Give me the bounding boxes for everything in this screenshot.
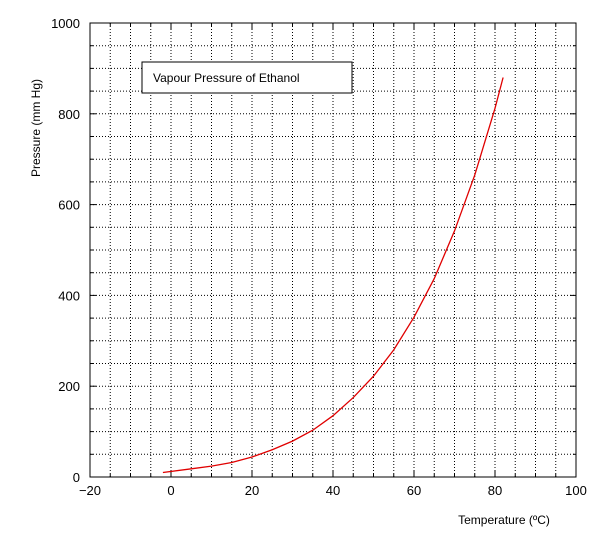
y-tick-label: 200	[58, 379, 80, 394]
axis-ticks	[89, 22, 577, 478]
legend-box	[141, 61, 353, 94]
legend: Vapour Pressure of Ethanol	[141, 61, 353, 94]
grid	[90, 23, 576, 477]
x-tick-label: 40	[326, 483, 340, 498]
y-tick-label: 1000	[51, 16, 80, 31]
y-tick-label: 0	[73, 470, 80, 485]
x-tick-label: 20	[245, 483, 259, 498]
x-tick-labels: −20 0 20 40 60 80 100	[79, 483, 587, 498]
y-axis-title: Pressure (mm Hg)	[29, 79, 43, 177]
x-axis-title: Temperature (ºC)	[458, 513, 550, 527]
series-line	[162, 77, 504, 474]
y-tick-label: 800	[58, 107, 80, 122]
x-tick-label: 0	[167, 483, 174, 498]
x-tick-label: −20	[79, 483, 101, 498]
y-tick-label: 600	[58, 198, 80, 213]
y-tick-label: 400	[58, 288, 80, 303]
x-tick-label: 80	[488, 483, 502, 498]
legend-label: Vapour Pressure of Ethanol	[153, 71, 300, 85]
x-tick-label: 60	[407, 483, 421, 498]
y-tick-labels: 0 200 400 600 800 1000	[51, 16, 80, 485]
x-tick-label: 100	[565, 483, 587, 498]
